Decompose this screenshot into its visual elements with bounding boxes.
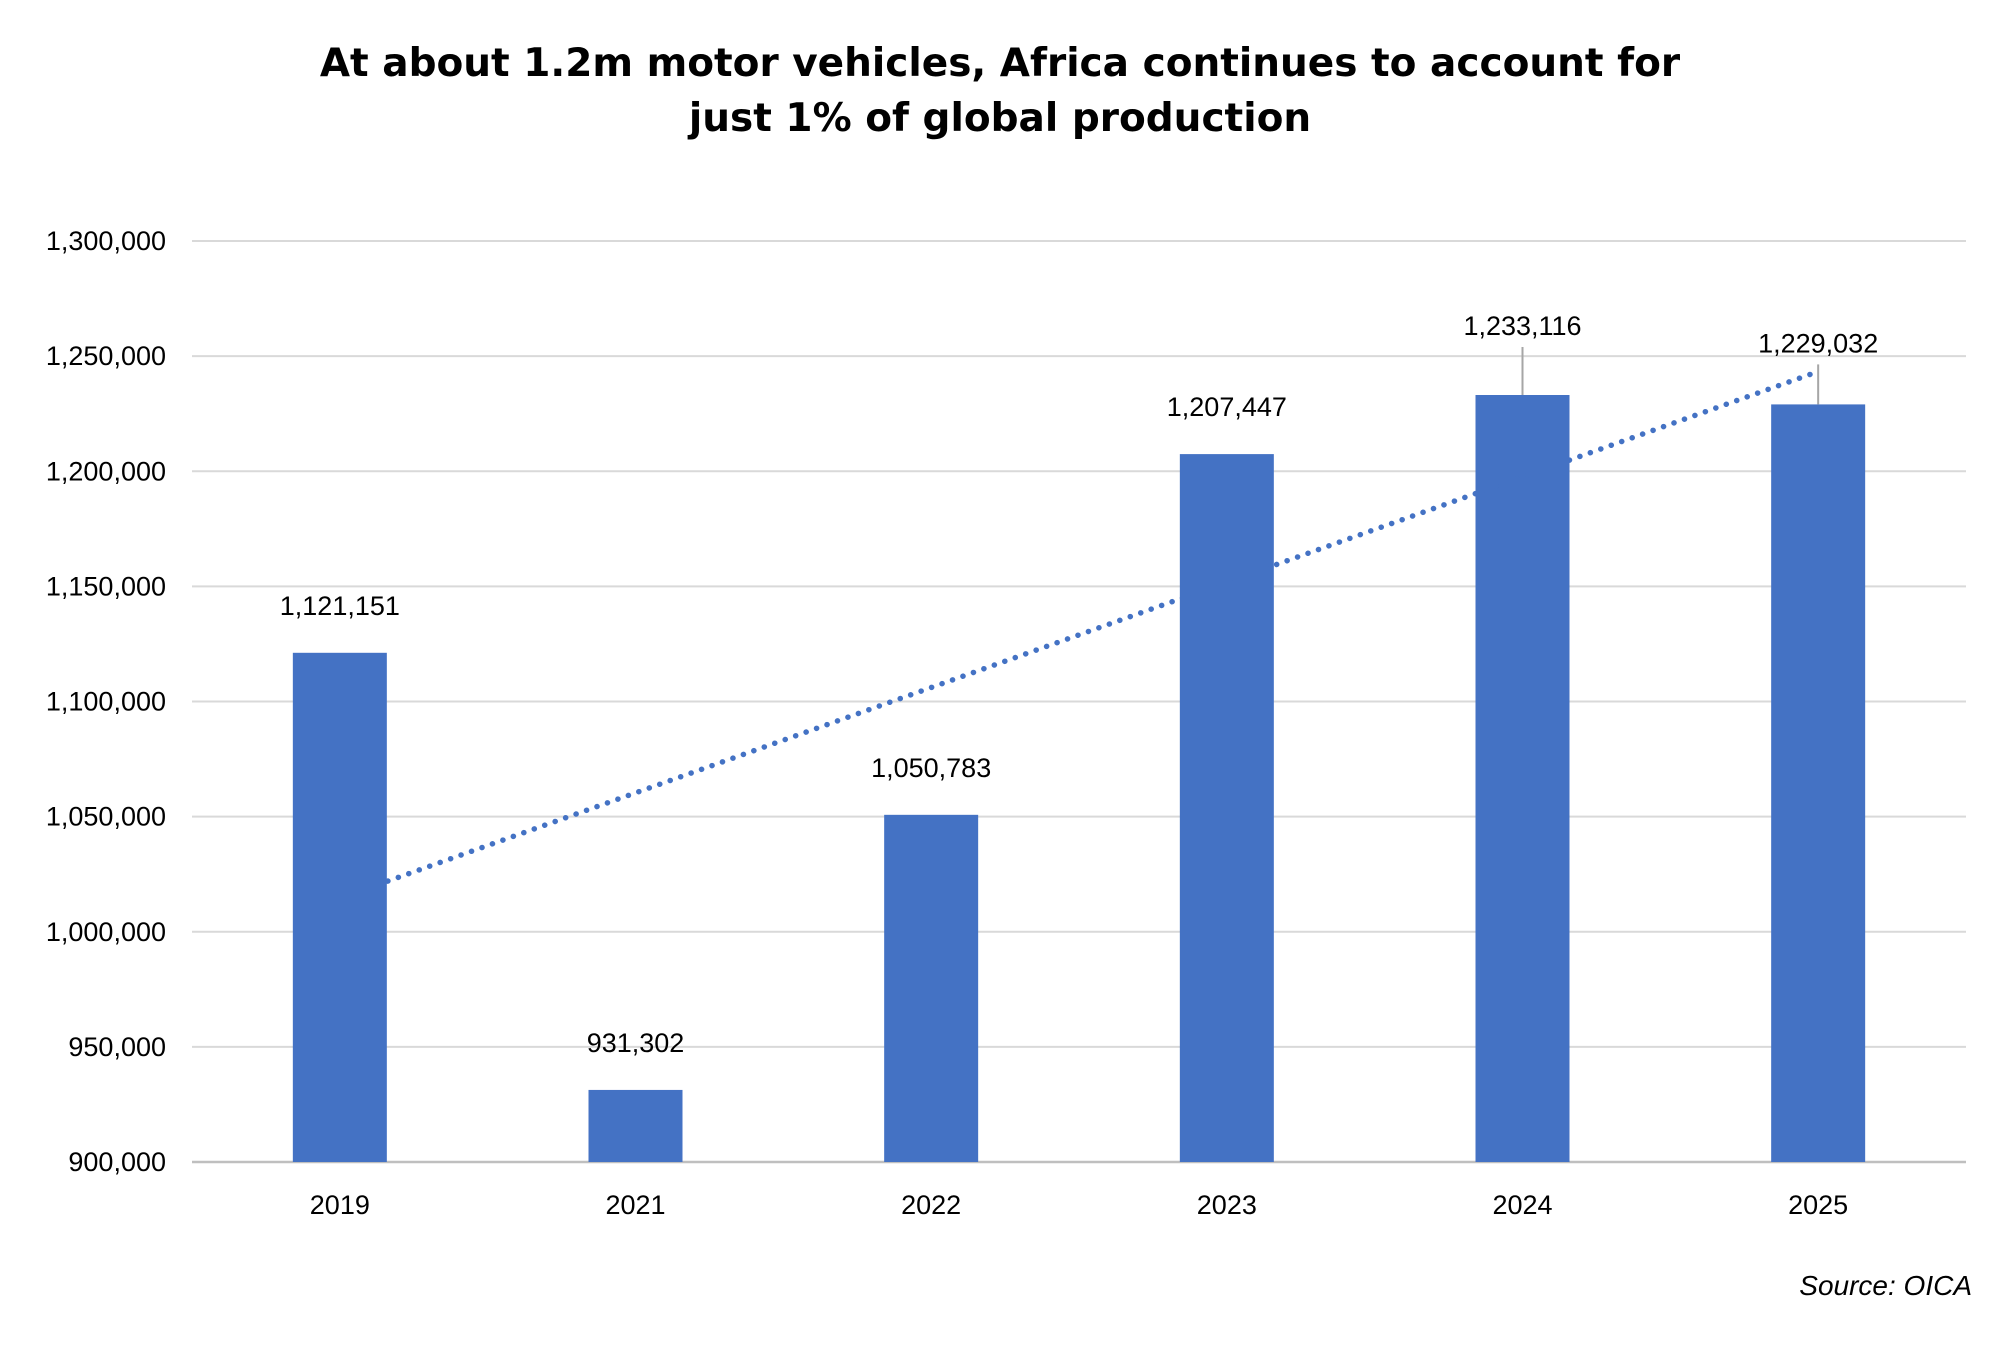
y-tick-label: 900,000 bbox=[68, 1147, 166, 1177]
x-tick-label: 2022 bbox=[901, 1190, 961, 1220]
x-tick-label: 2019 bbox=[310, 1190, 370, 1220]
data-label-2023: 1,207,447 bbox=[1167, 392, 1287, 422]
x-tick-label: 2025 bbox=[1788, 1190, 1848, 1220]
gridlines bbox=[192, 240, 1966, 1164]
y-tick-label: 950,000 bbox=[68, 1032, 166, 1062]
y-tick-label: 1,000,000 bbox=[46, 917, 166, 947]
bar-2023 bbox=[1179, 454, 1274, 1162]
source-note: Source: OICA bbox=[1799, 1270, 1972, 1301]
bar-2025 bbox=[1771, 404, 1866, 1162]
y-tick-label: 1,100,000 bbox=[46, 687, 166, 717]
y-tick-label: 1,050,000 bbox=[46, 802, 166, 832]
y-tick-label: 1,300,000 bbox=[46, 226, 166, 256]
x-tick-label: 2024 bbox=[1492, 1190, 1552, 1220]
y-tick-label: 1,200,000 bbox=[46, 456, 166, 486]
data-label-2022: 1,050,783 bbox=[871, 753, 991, 783]
bar-2021 bbox=[588, 1089, 683, 1162]
y-tick-label: 1,150,000 bbox=[46, 571, 166, 601]
data-label-2025: 1,229,032 bbox=[1758, 328, 1878, 358]
data-label-2024: 1,233,116 bbox=[1463, 311, 1581, 341]
chart-title: At about 1.2m motor vehicles, Africa con… bbox=[0, 36, 2000, 146]
bar-2024 bbox=[1475, 395, 1570, 1163]
chart-title-line-2: just 1% of global production bbox=[688, 96, 1312, 141]
bar-2019 bbox=[292, 652, 387, 1162]
trendline-line bbox=[385, 369, 1819, 884]
trendline bbox=[385, 369, 1819, 884]
x-tick-label: 2023 bbox=[1197, 1190, 1257, 1220]
x-tick-label: 2021 bbox=[605, 1190, 665, 1220]
label-leader-lines bbox=[1521, 347, 1820, 405]
chart-title-line-1: At about 1.2m motor vehicles, Africa con… bbox=[319, 41, 1681, 86]
y-axis: 900,000 950,000 1,000,000 1,050,000 1,100,00… bbox=[46, 226, 166, 1177]
bar-2022 bbox=[884, 814, 979, 1162]
data-label-2019: 1,121,151 bbox=[280, 591, 400, 621]
data-labels: 1,121,151 931,302 1,050,783 1,207,447 1,233,… bbox=[280, 311, 1878, 1058]
x-axis: 2019 2021 2022 2023 2024 2025 bbox=[310, 1190, 1848, 1220]
data-label-2021: 931,302 bbox=[587, 1028, 685, 1058]
y-tick-label: 1,250,000 bbox=[46, 341, 166, 371]
